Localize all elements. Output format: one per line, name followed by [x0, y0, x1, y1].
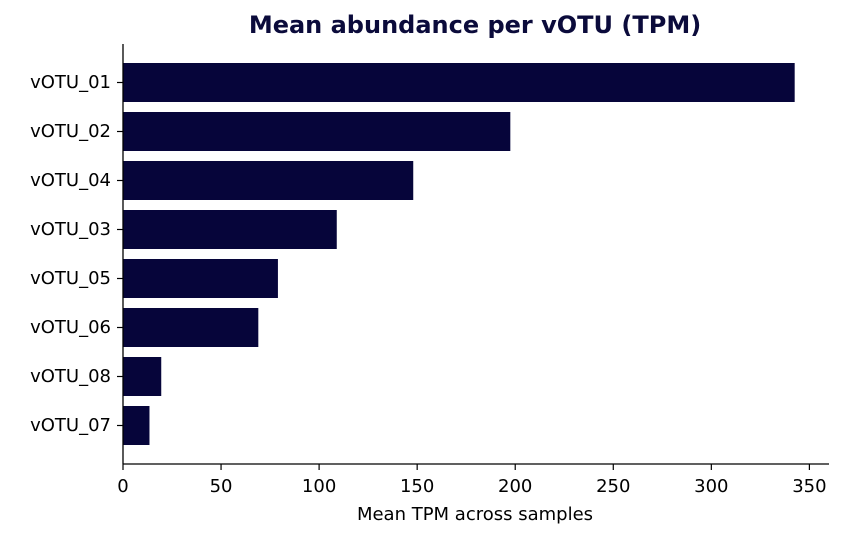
x-tick-label: 350	[792, 476, 826, 497]
y-axis-ticks: vOTU_01 vOTU_02 vOTU_04 vOTU_03 vOTU_05 vOTU_…	[30, 72, 123, 436]
x-tick-label: 300	[694, 476, 728, 497]
bar-votu-05	[123, 259, 278, 298]
y-tick-label: vOTU_02	[30, 121, 111, 142]
x-axis-label: Mean TPM across samples	[357, 504, 593, 525]
x-tick-label: 100	[302, 476, 336, 497]
y-tick-label: vOTU_06	[30, 317, 111, 338]
bars-group	[123, 63, 795, 445]
bar-votu-03	[123, 210, 337, 249]
y-tick-label: vOTU_03	[30, 219, 111, 240]
y-tick-label: vOTU_05	[30, 268, 111, 289]
y-tick-label: vOTU_04	[30, 170, 111, 191]
x-tick-label: 150	[400, 476, 434, 497]
x-tick-label: 250	[596, 476, 630, 497]
chart-title: Mean abundance per vOTU (TPM)	[249, 11, 701, 39]
bar-votu-06	[123, 308, 259, 347]
x-tick-label: 0	[117, 476, 128, 497]
y-tick-label: vOTU_01	[30, 72, 111, 93]
x-tick-label: 200	[498, 476, 532, 497]
y-tick-label: vOTU_08	[30, 366, 111, 387]
bar-votu-02	[123, 112, 511, 151]
bar-votu-01	[123, 63, 795, 102]
bar-votu-04	[123, 161, 414, 200]
bar-votu-07	[123, 406, 150, 445]
x-tick-label: 50	[210, 476, 233, 497]
y-tick-label: vOTU_07	[30, 415, 111, 436]
bar-votu-08	[123, 357, 162, 396]
x-axis-ticks: 0 50 100 150 200 250 300 350	[117, 464, 827, 497]
